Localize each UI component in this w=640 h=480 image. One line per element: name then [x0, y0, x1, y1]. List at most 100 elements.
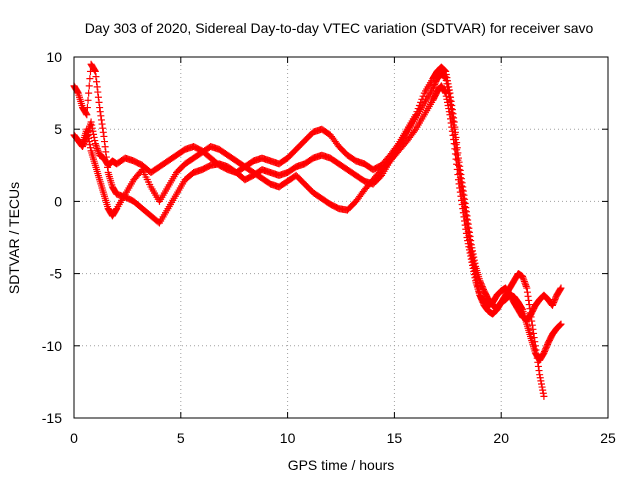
- data-point: [91, 66, 99, 74]
- y-tick-label: -15: [42, 410, 62, 426]
- y-tick-label: 5: [54, 121, 62, 137]
- data-point: [463, 234, 471, 241]
- data-point: [419, 92, 427, 100]
- data-point: [470, 271, 478, 279]
- data-point: [93, 145, 101, 153]
- data-point: [82, 110, 90, 118]
- data-point: [519, 274, 527, 282]
- data-point: [448, 123, 456, 131]
- data-point: [451, 145, 459, 153]
- data-point: [465, 228, 473, 236]
- data-point: [519, 272, 527, 280]
- data-point: [84, 131, 92, 139]
- data-point: [462, 229, 470, 237]
- data-point: [90, 130, 98, 138]
- data-point: [86, 141, 94, 149]
- data-point: [456, 188, 464, 196]
- data-point: [458, 200, 466, 208]
- data-point: [461, 199, 469, 207]
- data-point: [450, 114, 458, 122]
- x-tick-label: 25: [600, 430, 616, 446]
- data-point: [456, 166, 464, 174]
- data-point: [520, 277, 528, 285]
- data-point: [87, 118, 95, 126]
- data-point: [440, 66, 448, 74]
- data-point: [454, 161, 462, 169]
- data-point: [535, 367, 543, 375]
- data-point: [445, 108, 453, 116]
- data-point: [449, 131, 457, 139]
- data-point: [446, 111, 454, 119]
- data-point: [447, 115, 455, 123]
- data-point: [450, 136, 458, 144]
- x-tick-label: 20: [493, 430, 509, 446]
- data-point: [85, 134, 93, 142]
- y-tick-label: -5: [50, 266, 63, 282]
- data-point: [537, 377, 545, 385]
- data-point: [462, 204, 470, 212]
- data-point: [92, 141, 100, 149]
- data-point: [104, 163, 112, 171]
- data-point: [102, 153, 110, 161]
- x-tick-label: 5: [177, 430, 185, 446]
- data-point: [456, 184, 464, 192]
- grid: [74, 57, 608, 418]
- data-point: [530, 329, 538, 337]
- data-point: [442, 92, 450, 100]
- data-point: [443, 95, 451, 103]
- data-point: [97, 116, 105, 124]
- plot-frame: [73, 56, 609, 419]
- data-point: [83, 104, 91, 112]
- data-point: [460, 191, 468, 199]
- data-point: [459, 209, 467, 217]
- data-point: [443, 98, 451, 106]
- data-point: [520, 276, 528, 284]
- series-track-3: [79, 82, 565, 324]
- y-tick-label: 10: [46, 49, 62, 65]
- data-point: [102, 148, 110, 156]
- data-point: [451, 150, 459, 158]
- data-point: [462, 208, 470, 216]
- data-point: [83, 125, 91, 133]
- data-point: [470, 268, 478, 276]
- data-point: [97, 112, 105, 120]
- axis-ticks: [73, 56, 609, 419]
- data-point: [85, 138, 93, 146]
- data-point: [96, 108, 104, 116]
- data-point: [534, 362, 542, 370]
- data-point: [464, 220, 472, 228]
- data-point: [452, 155, 460, 163]
- data-points: [70, 60, 565, 400]
- data-point: [91, 67, 99, 75]
- data-point: [453, 165, 461, 173]
- data-point: [441, 88, 449, 96]
- data-point: [458, 175, 466, 183]
- data-point: [93, 83, 101, 91]
- data-point: [450, 118, 458, 126]
- data-point: [100, 132, 108, 140]
- data-point: [458, 196, 466, 204]
- data-point: [98, 120, 106, 128]
- x-tick-label: 10: [280, 430, 296, 446]
- data-point: [96, 104, 104, 112]
- data-point: [521, 279, 529, 287]
- data-point: [459, 205, 467, 213]
- data-point: [441, 67, 449, 75]
- data-point: [469, 261, 477, 269]
- y-tick-label: 0: [54, 193, 62, 209]
- data-point: [445, 105, 453, 113]
- data-point: [411, 127, 419, 135]
- data-point: [450, 140, 458, 148]
- data-point: [466, 249, 474, 257]
- data-point: [94, 88, 102, 96]
- data-point: [457, 192, 465, 200]
- data-point: [95, 98, 103, 106]
- data-point: [83, 128, 91, 136]
- data-point: [557, 284, 565, 292]
- x-tick-label: 0: [70, 430, 78, 446]
- data-point: [455, 180, 463, 188]
- data-point: [556, 285, 564, 293]
- data-point: [471, 274, 479, 282]
- data-point: [523, 284, 531, 292]
